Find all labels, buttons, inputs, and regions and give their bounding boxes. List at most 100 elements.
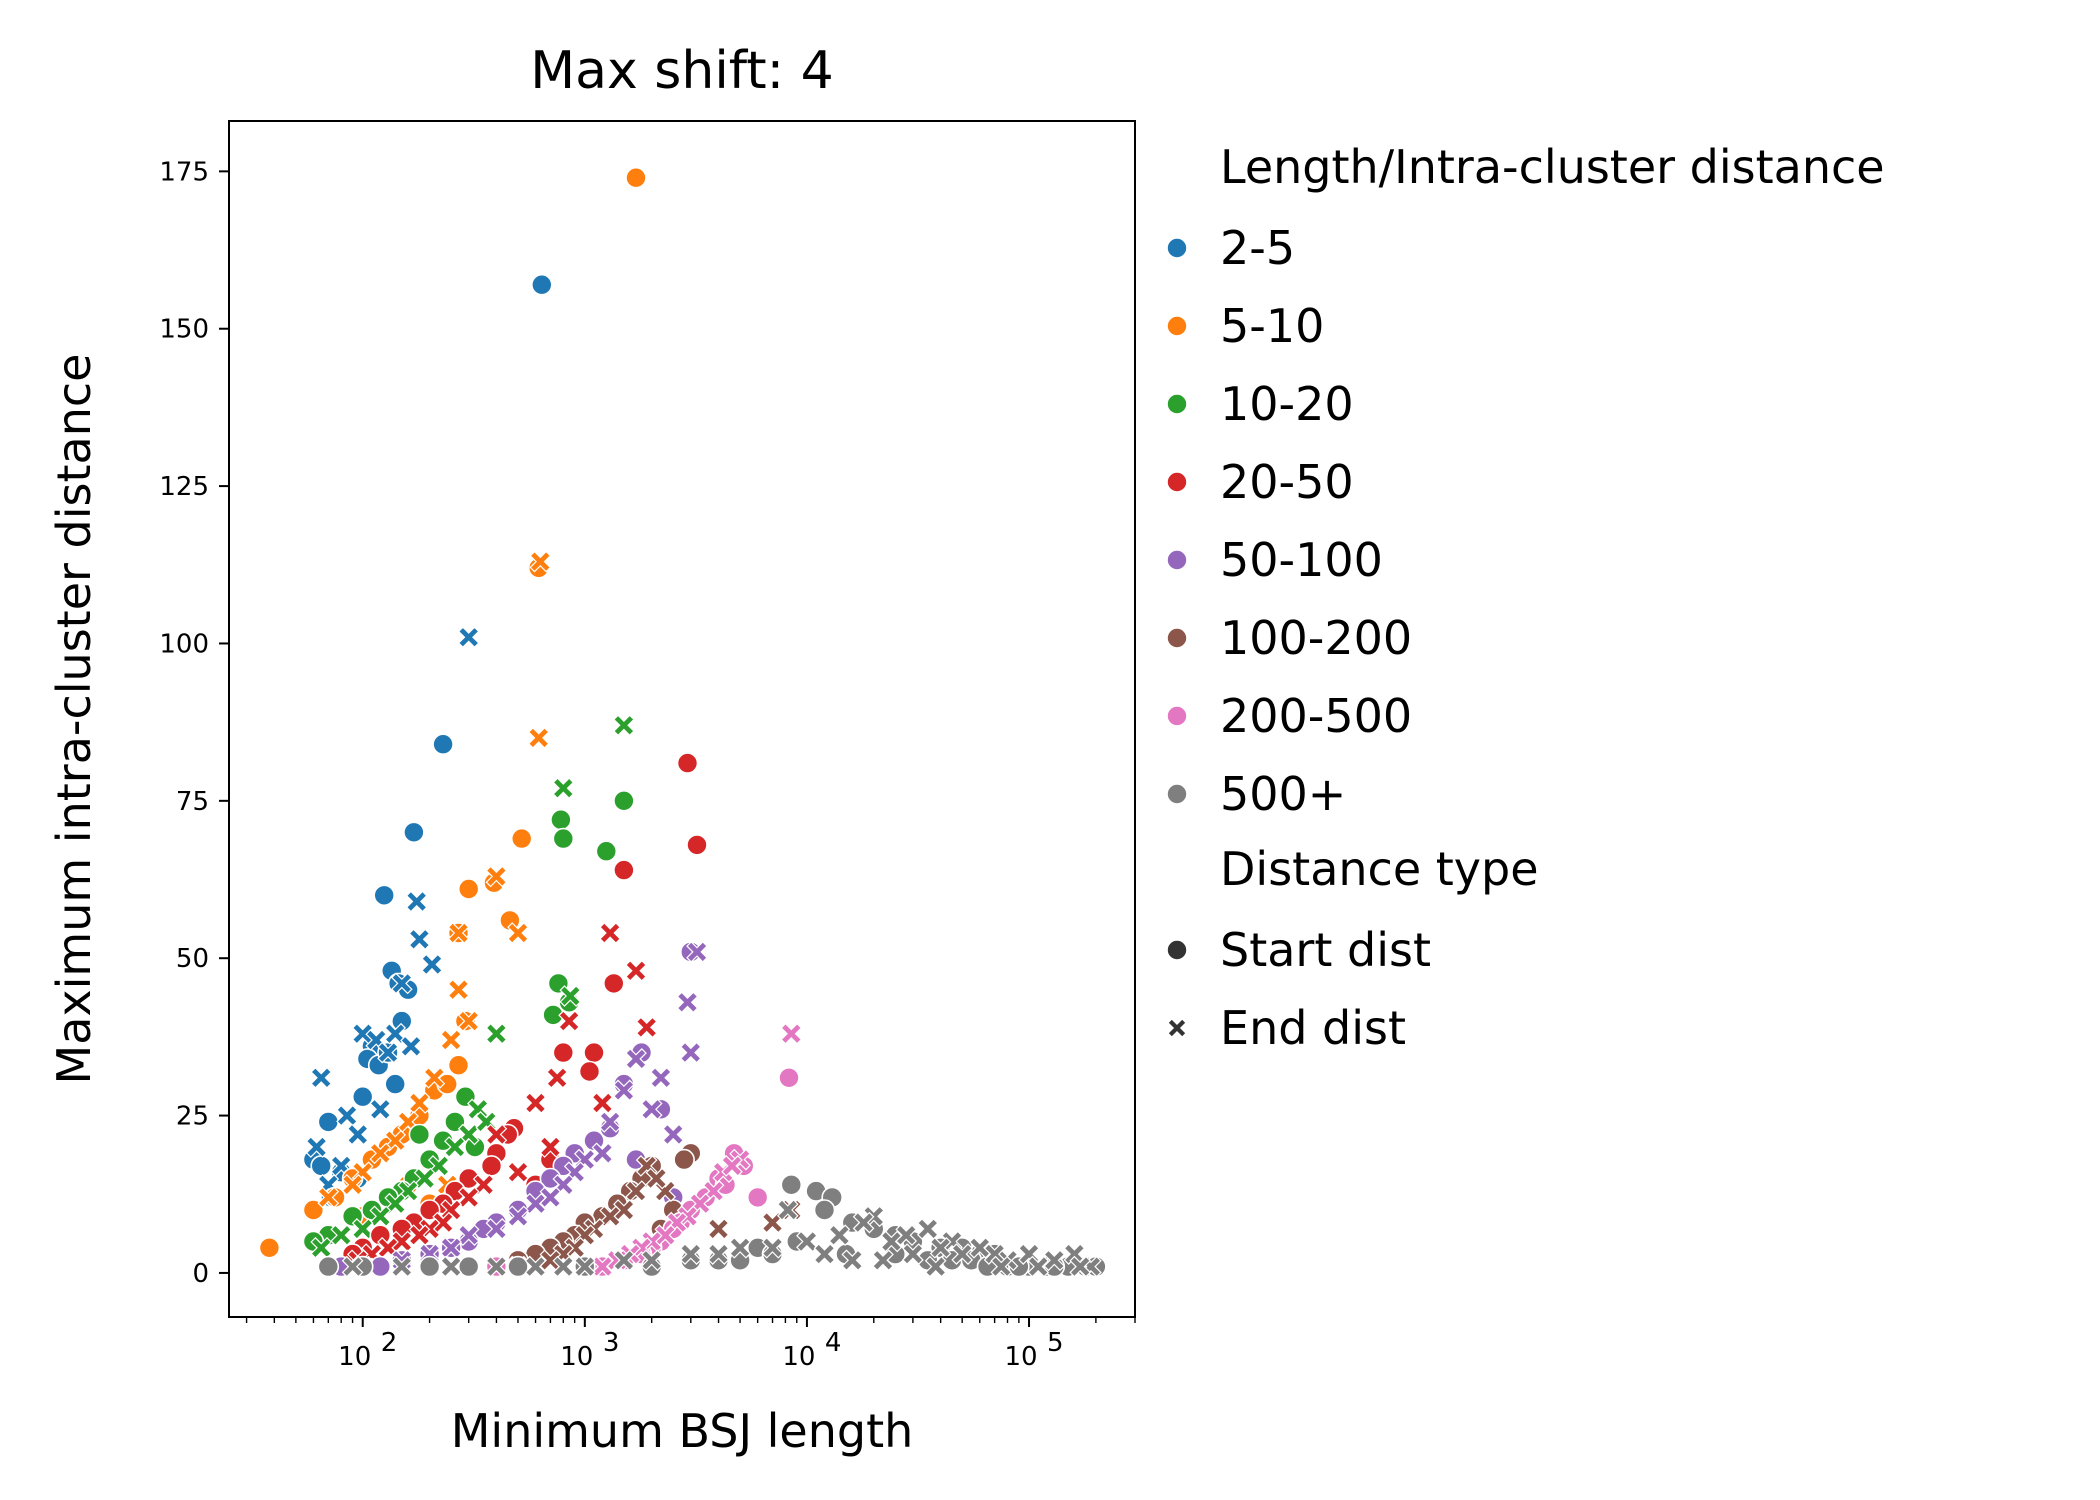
point-end-500+-29 — [440, 1255, 462, 1278]
point-end-200-500-12 — [591, 1255, 614, 1278]
point-end-10-20-10 — [384, 1192, 407, 1215]
point-end-50-100-12 — [539, 1186, 562, 1209]
series-10-20 — [302, 714, 635, 1259]
series-500+ — [317, 1174, 1107, 1278]
legend-marker-end-dist — [1167, 1018, 1187, 1038]
point-end-50-100-4 — [650, 1066, 672, 1089]
point-start-500+-0 — [780, 1174, 803, 1196]
point-end-50-100-15 — [485, 1218, 508, 1240]
point-end-500+-2 — [916, 1218, 939, 1240]
legend-marker-200-500 — [1166, 705, 1188, 727]
point-end-2-5-1 — [405, 890, 428, 913]
y-tick-label-6: 150 — [159, 315, 209, 345]
point-end-5-10-0 — [529, 550, 552, 573]
y-tick-label-3: 75 — [176, 787, 209, 817]
point-end-2-5-4 — [390, 972, 413, 995]
point-start-5-10-18 — [258, 1237, 281, 1259]
legend-label-50-100: 50-100 — [1220, 533, 1383, 587]
point-end-500+-27 — [524, 1255, 547, 1278]
point-start-5-10-0 — [625, 166, 647, 189]
point-end-500+-38 — [1069, 1255, 1092, 1278]
legend-style-label-0: Start dist — [1220, 923, 1431, 977]
point-end-500+-26 — [552, 1255, 575, 1278]
point-end-2-5-8 — [377, 1041, 399, 1064]
point-start-20-50-4 — [552, 1041, 575, 1064]
y-tick-label-0: 0 — [192, 1259, 209, 1289]
point-end-100-200-2 — [645, 1167, 668, 1190]
x-tick-exp-2: 4 — [825, 1328, 842, 1358]
point-start-10-20-19 — [408, 1123, 431, 1146]
point-start-10-20-3 — [595, 840, 618, 863]
point-end-20-50-8 — [472, 1173, 495, 1196]
point-end-20-50-4 — [546, 1066, 568, 1089]
point-end-20-50-5 — [591, 1092, 614, 1114]
point-end-500+-28 — [485, 1255, 508, 1278]
legend: Length/Intra-cluster distance 2-5 5-10 10-… — [1166, 140, 1885, 1055]
point-end-50-100-0 — [686, 941, 708, 963]
point-end-5-10-3 — [507, 922, 529, 944]
series-200-500 — [457, 1022, 803, 1278]
legend-style-entries: Start dist End dist — [1166, 923, 1431, 1055]
point-end-500+-24 — [613, 1249, 635, 1272]
x-axis-label: Minimum BSJ length — [451, 1404, 914, 1458]
point-start-10-20-1 — [550, 808, 572, 831]
point-end-50-100-1 — [676, 991, 699, 1014]
point-end-20-50-7 — [485, 1123, 508, 1146]
legend-marker-20-50 — [1166, 471, 1188, 493]
point-end-10-20-7 — [427, 1155, 450, 1177]
point-start-10-20-2 — [552, 827, 575, 850]
point-end-500+-36 — [990, 1255, 1013, 1278]
chart-title: Max shift: 4 — [530, 41, 833, 101]
legend-hue-title: Length/Intra-cluster distance — [1220, 140, 1885, 194]
point-start-2-5-14 — [310, 1155, 333, 1177]
y-tick-label-1: 25 — [176, 1102, 209, 1132]
point-end-500+-13 — [951, 1243, 974, 1265]
point-end-20-50-19 — [539, 1136, 562, 1158]
point-end-500+-17 — [828, 1224, 851, 1247]
point-end-10-20-0 — [613, 714, 635, 737]
point-start-20-50-3 — [602, 972, 625, 995]
point-end-500+-14 — [929, 1236, 952, 1259]
point-end-2-5-15 — [346, 1123, 369, 1146]
point-start-500+-29 — [317, 1255, 340, 1278]
point-end-100-200-14 — [707, 1218, 730, 1240]
point-end-500+-34 — [872, 1249, 894, 1272]
point-end-500+-30 — [390, 1255, 413, 1278]
point-start-5-10-2 — [510, 827, 533, 850]
point-end-500+-3 — [852, 1211, 875, 1234]
point-end-100-200-3 — [625, 1180, 647, 1202]
point-end-50-100-21 — [662, 1123, 685, 1146]
points-layer — [258, 166, 1107, 1278]
point-end-5-10-14 — [341, 1173, 364, 1196]
y-tick-label-7: 175 — [159, 157, 209, 187]
point-end-50-100-2 — [679, 1041, 702, 1064]
point-end-50-100-16 — [457, 1224, 480, 1247]
point-end-20-50-0 — [599, 922, 621, 944]
point-start-20-50-5 — [583, 1041, 605, 1064]
legend-style-title: Distance type — [1220, 842, 1539, 896]
point-end-500+-35 — [924, 1255, 947, 1278]
point-end-2-5-5 — [310, 1066, 333, 1089]
point-end-50-100-3 — [625, 1048, 647, 1070]
point-start-2-5-18 — [384, 1073, 407, 1095]
point-end-500+-4 — [895, 1224, 918, 1247]
point-end-50-100-5 — [613, 1079, 635, 1102]
point-end-5-10-5 — [447, 978, 470, 1001]
point-end-500+-22 — [679, 1243, 702, 1265]
point-end-200-500-0 — [780, 1022, 803, 1045]
point-end-2-5-3 — [421, 953, 443, 976]
y-tick-label-2: 50 — [176, 944, 209, 974]
legend-marker-50-100 — [1166, 549, 1188, 571]
plot-frame — [228, 120, 1136, 1318]
point-end-500+-33 — [841, 1249, 864, 1272]
point-start-5-10-17 — [302, 1199, 325, 1221]
x-tick-label-1: 10 — [560, 1342, 593, 1372]
legend-style-label-1: End dist — [1220, 1001, 1406, 1055]
point-end-500+-9 — [1043, 1249, 1066, 1272]
point-end-100-200-13 — [761, 1211, 784, 1234]
point-start-2-5-19 — [351, 1085, 374, 1108]
y-axis-label: Maximum intra-cluster distance — [47, 354, 101, 1085]
point-end-10-20-1 — [552, 777, 575, 800]
point-end-500+-0 — [776, 1199, 799, 1221]
